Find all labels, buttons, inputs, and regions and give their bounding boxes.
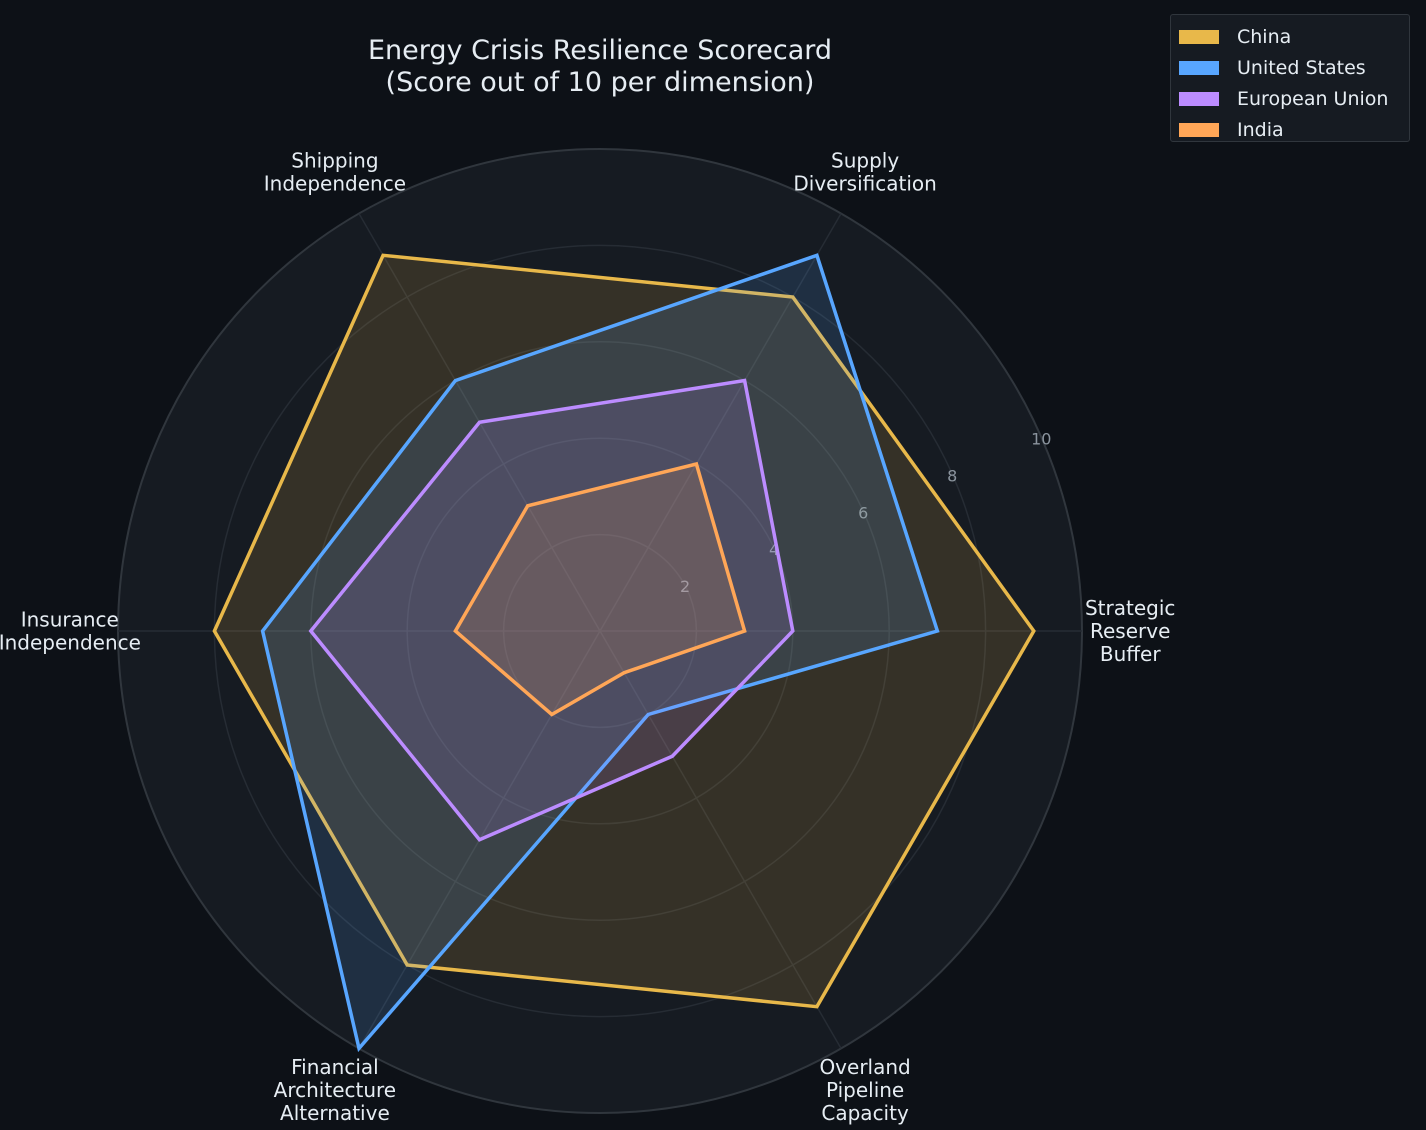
legend: China United States European Union India [1170,14,1410,142]
axis-spoke [599,630,842,1049]
legend-swatch [1179,29,1219,44]
series-european-union [308,378,795,842]
chart-subtitle: (Score out of 10 per dimension) [386,67,815,98]
radial-tick-label: 2 [680,577,690,596]
series-united-states [260,253,940,1053]
legend-swatch [1179,91,1219,106]
legend-item-china: China [1179,21,1401,52]
series-china [212,253,1036,1009]
axis-label: Shipping Independence [264,148,406,195]
legend-label: United States [1237,56,1366,79]
legend-item-european-union: European Union [1179,83,1401,114]
radial-tick-label: 10 [1031,430,1051,449]
axis-spoke [599,213,842,632]
radial-tick-label: 4 [769,540,779,559]
legend-swatch [1179,122,1219,137]
axis-label: Supply Diversification [793,148,936,195]
axis-label: Overland Pipeline Capacity [819,1055,910,1125]
radial-tick-label: 6 [858,503,868,522]
radial-tick-label: 8 [947,466,957,485]
axis-label: Strategic Reserve Buffer [1085,596,1175,666]
axis-label: Financial Architecture Alternative [274,1055,396,1125]
legend-item-united-states: United States [1179,52,1401,83]
legend-swatch [1179,60,1219,75]
legend-item-india: India [1179,114,1401,145]
axis-label: Insurance Independence [0,608,141,655]
legend-label: European Union [1237,87,1389,110]
legend-label: China [1237,25,1292,48]
series-india [453,461,747,717]
chart-title: Energy Crisis Resilience Scorecard [368,35,832,66]
legend-label: India [1237,118,1284,141]
